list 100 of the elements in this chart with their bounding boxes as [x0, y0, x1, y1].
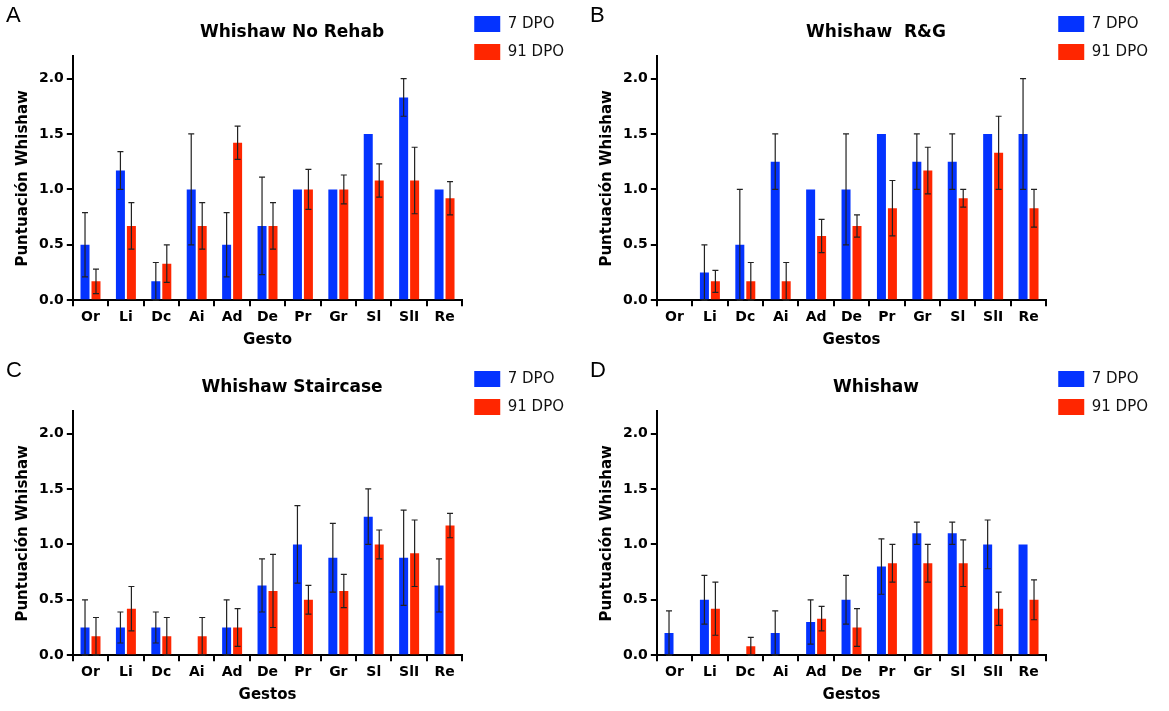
x-tick-label: SlI	[983, 663, 1004, 680]
x-tick-label: De	[840, 308, 863, 325]
x-axis-title: Gestos	[238, 684, 297, 703]
y-tick-label: 0.5	[622, 590, 648, 607]
bar	[1018, 133, 1028, 300]
y-tick-label: 1.0	[38, 535, 65, 552]
bar	[947, 161, 957, 300]
x-tick-label: Re	[434, 308, 455, 325]
bar	[434, 189, 444, 300]
bar	[994, 608, 1004, 655]
x-tick-label: Or	[81, 663, 100, 680]
x-tick-label: Ad	[221, 663, 243, 680]
bar	[126, 225, 136, 300]
x-tick-label: Pr	[878, 308, 896, 325]
x-axis-title: Gestos	[822, 329, 881, 348]
bar	[887, 208, 897, 300]
y-tick-label: 1.0	[622, 535, 649, 552]
bar	[983, 544, 993, 655]
text: D	[590, 357, 606, 383]
x-tick-label: Sl	[366, 663, 382, 680]
bar	[268, 225, 278, 300]
legend-label: 7 DPO	[1091, 13, 1139, 32]
bar	[363, 133, 373, 300]
bar	[887, 563, 897, 655]
bar	[292, 544, 302, 655]
legend-label: 7 DPO	[1091, 368, 1139, 387]
bar	[983, 133, 993, 300]
y-axis-title: Puntuación Whishaw	[12, 89, 31, 267]
bar	[410, 553, 420, 655]
x-tick-label: Li	[703, 308, 717, 325]
y-tick-label: 1.5	[38, 124, 64, 141]
x-tick-label: Ad	[805, 308, 827, 325]
y-tick-label: 1.5	[622, 124, 648, 141]
bar	[328, 189, 338, 300]
bar	[410, 180, 420, 300]
x-tick-label: Pr	[878, 663, 896, 680]
text: C	[6, 357, 22, 383]
x-tick-label: Dc	[735, 663, 756, 680]
x-tick-label: SlI	[399, 663, 420, 680]
x-axis-title: Gesto	[243, 329, 292, 348]
y-tick-label: 0.5	[38, 235, 64, 252]
x-tick-label: Pr	[294, 663, 312, 680]
bar	[806, 189, 816, 300]
y-tick-label: 2.0	[622, 69, 649, 86]
bar	[445, 525, 455, 655]
x-tick-label: Li	[119, 663, 133, 680]
x-tick-label: Re	[434, 663, 455, 680]
chart-title: Whishaw	[832, 375, 920, 396]
bar	[328, 557, 338, 655]
x-tick-label: De	[256, 308, 279, 325]
y-tick-label: 0.0	[622, 290, 649, 307]
y-tick-label: 0.0	[622, 645, 649, 662]
bar	[876, 133, 886, 300]
y-tick-label: 0.5	[622, 235, 648, 252]
legend-label: 91 DPO	[507, 41, 565, 60]
x-tick-label: Gr	[329, 663, 348, 680]
bar	[339, 590, 349, 655]
x-tick-label: Li	[703, 663, 717, 680]
bar	[817, 618, 827, 655]
y-tick-label: 0.0	[38, 645, 65, 662]
text: A	[6, 2, 21, 28]
bar	[292, 189, 302, 300]
bar	[852, 225, 862, 300]
bar	[1029, 599, 1039, 655]
y-tick-label: 2.0	[622, 424, 649, 441]
bar	[699, 599, 709, 655]
x-tick-label: Sl	[950, 308, 966, 325]
y-axis-title: Puntuación Whishaw	[12, 444, 31, 622]
bar	[947, 533, 957, 655]
legend-label: 7 DPO	[507, 13, 555, 32]
x-tick-label: Ai	[772, 663, 789, 680]
bar	[374, 180, 384, 300]
x-tick-label: Sl	[366, 308, 382, 325]
y-tick-label: 1.5	[38, 479, 64, 496]
x-tick-label: De	[840, 663, 863, 680]
y-axis-title: Puntuación Whishaw	[596, 444, 615, 622]
bar	[923, 563, 933, 655]
bar	[115, 170, 125, 300]
x-tick-label: Ai	[772, 308, 789, 325]
bar	[222, 244, 232, 300]
text: B	[590, 2, 605, 28]
x-tick-label: Gr	[913, 308, 932, 325]
x-tick-label: Pr	[294, 308, 312, 325]
bar	[339, 189, 349, 300]
bar	[1018, 544, 1028, 655]
legend-label: 91 DPO	[1091, 41, 1149, 60]
x-tick-label: Dc	[151, 308, 172, 325]
chart-title: Whishaw Staircase	[201, 375, 383, 396]
bar	[445, 198, 455, 300]
x-tick-label: Ai	[188, 663, 205, 680]
x-tick-label: Sl	[950, 663, 966, 680]
x-tick-label: Re	[1018, 308, 1039, 325]
chart-title: Whishaw No Rehab	[199, 20, 385, 41]
bar	[912, 161, 922, 300]
y-tick-label: 2.0	[38, 424, 65, 441]
bar	[1029, 208, 1039, 300]
bar	[817, 235, 827, 300]
legend-label: 91 DPO	[1091, 396, 1149, 415]
bar	[958, 563, 968, 655]
y-tick-label: 1.5	[622, 479, 648, 496]
